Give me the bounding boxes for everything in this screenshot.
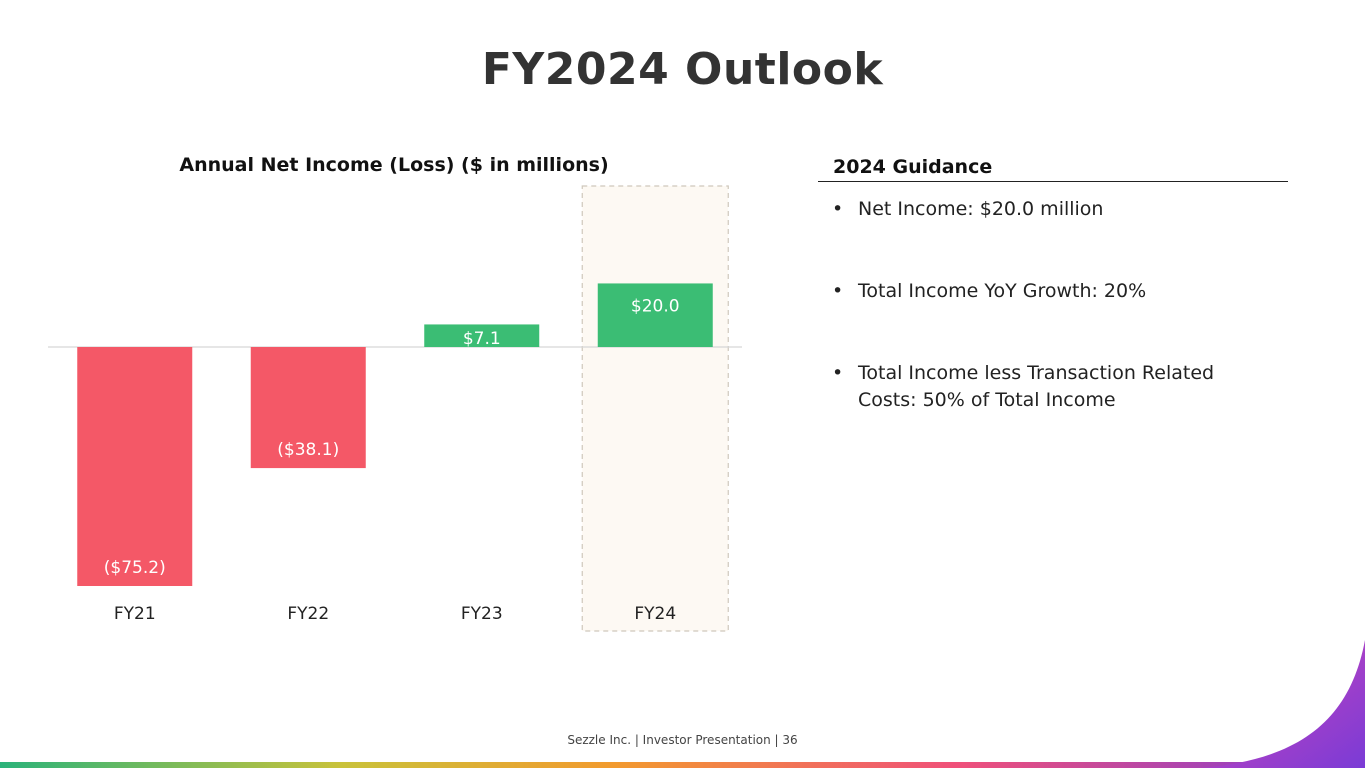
guidance-heading: 2024 Guidance <box>818 156 1288 182</box>
guidance-item-text: Total Income less Transaction Related Co… <box>858 362 1215 411</box>
highlight-box-fy24 <box>581 185 729 632</box>
category-label-fy23: FY23 <box>461 604 503 624</box>
bottom-gradient-bar <box>0 762 1365 768</box>
category-label-fy22: FY22 <box>287 604 329 624</box>
guidance-item-text: Total Income YoY Growth: 20% <box>858 280 1147 302</box>
bullet-icon: • <box>832 198 844 220</box>
bullet-icon: • <box>832 280 844 302</box>
bar-fy23 <box>424 324 540 347</box>
data-label-fy24: $20.0 <box>631 296 680 316</box>
bullet-icon: • <box>832 362 844 384</box>
guidance-item-income-growth: • Total Income YoY Growth: 20% <box>818 278 1268 305</box>
data-label-fy21: ($75.2) <box>104 558 166 578</box>
category-label-fy21: FY21 <box>114 604 156 624</box>
slide-title: FY2024 Outlook <box>481 44 884 95</box>
data-label-fy22: ($38.1) <box>277 440 339 460</box>
guidance-panel: 2024 Guidance • Net Income: $20.0 millio… <box>818 156 1288 414</box>
guidance-item-transaction-costs: • Total Income less Transaction Related … <box>818 360 1268 414</box>
data-label-fy23: $7.1 <box>463 329 501 349</box>
corner-swoosh <box>1200 640 1365 768</box>
bar-fy21 <box>77 347 193 586</box>
guidance-item-net-income: • Net Income: $20.0 million <box>818 196 1268 223</box>
guidance-list: • Net Income: $20.0 million • Total Inco… <box>818 196 1288 414</box>
guidance-item-text: Net Income: $20.0 million <box>858 198 1104 220</box>
bar-fy22 <box>250 347 366 469</box>
bar-fy24 <box>597 283 713 347</box>
chart-title: Annual Net Income (Loss) ($ in millions) <box>179 154 609 176</box>
slide-footer: Sezzle Inc. | Investor Presentation | 36 <box>567 733 798 747</box>
category-label-fy24: FY24 <box>634 604 676 624</box>
